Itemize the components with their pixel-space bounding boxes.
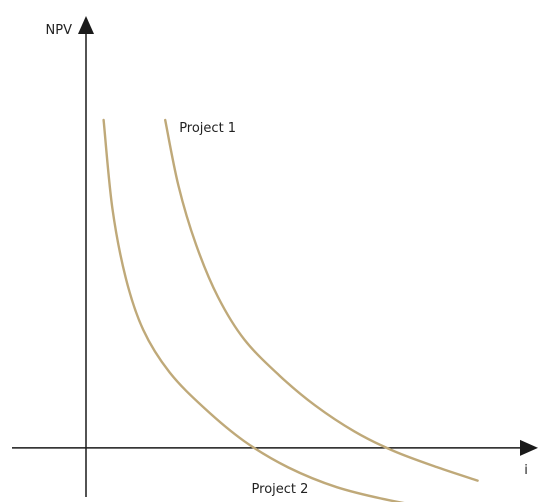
y-axis-arrow-icon [78, 16, 94, 34]
project-2-label: Project 2 [252, 482, 309, 497]
axes: NPV i [12, 16, 538, 497]
project-2-curve [102, 118, 405, 502]
project-1-label: Project 1 [179, 121, 236, 136]
x-axis-arrow-icon [520, 439, 538, 456]
x-axis-label: i [524, 463, 528, 478]
y-axis-label: NPV [46, 23, 73, 38]
series-layer: Project 1 Project 2 [102, 118, 479, 502]
project-1-curve [164, 118, 479, 482]
